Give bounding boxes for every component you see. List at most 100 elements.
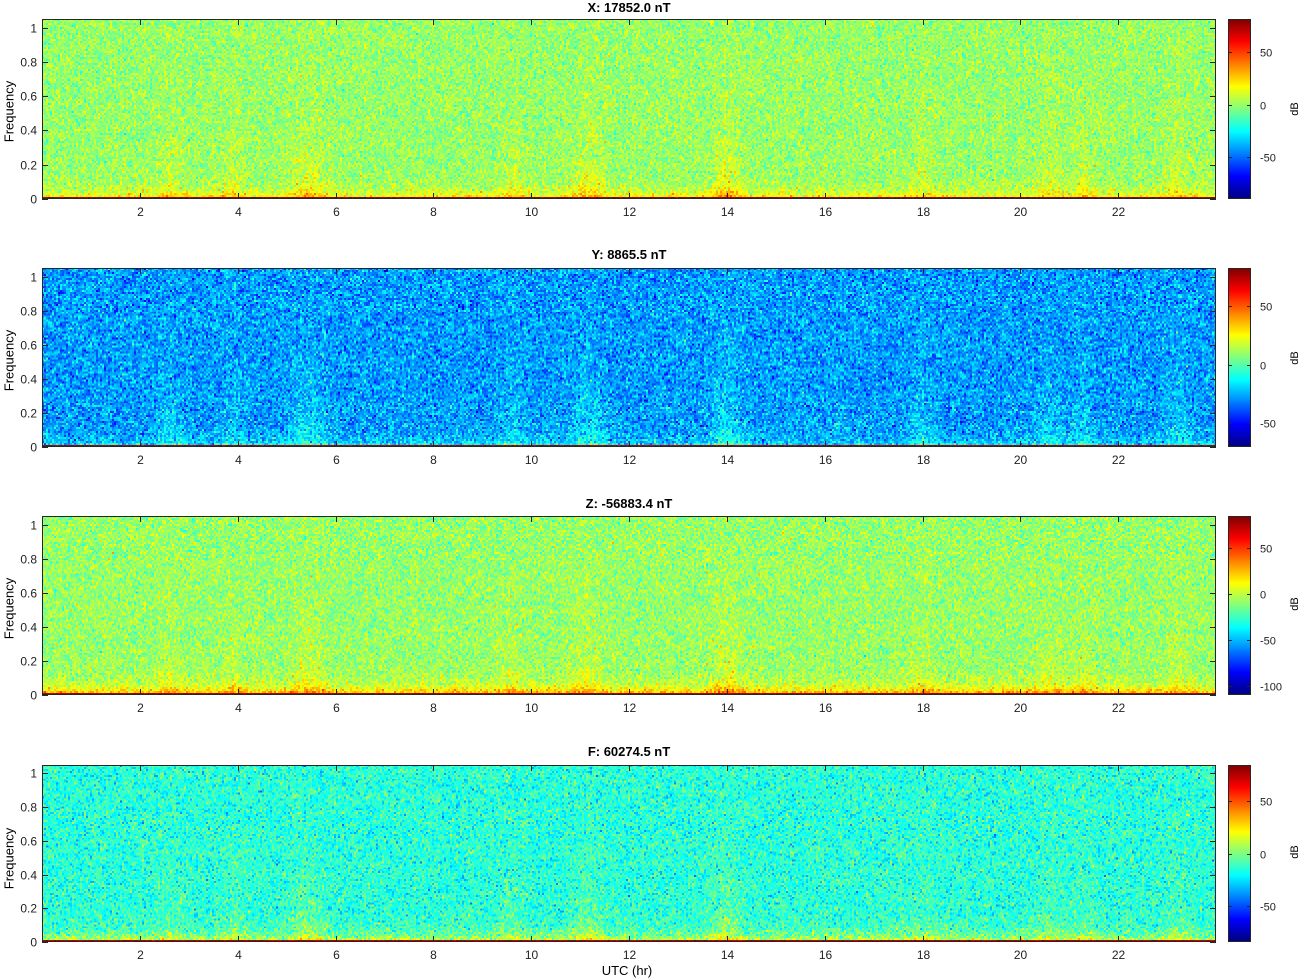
x-tick-label: 22	[1112, 453, 1126, 467]
x-tick-label: 14	[721, 205, 735, 219]
x-tick-label: 18	[917, 453, 931, 467]
x-axis-label: UTC (hr)	[601, 963, 653, 978]
x-tick-label: 2	[137, 701, 144, 715]
x-tick-label: 10	[525, 701, 539, 715]
x-tick-label: 20	[1014, 701, 1028, 715]
x-tick-label: 4	[235, 701, 242, 715]
x-tick-label: 16	[819, 948, 833, 962]
y-tick-label: 0.6	[20, 835, 37, 849]
x-tick-label: 6	[333, 948, 340, 962]
y-tick-label: 1	[30, 767, 37, 781]
plot-frame	[42, 268, 1216, 447]
y-tick-label: 0.6	[20, 587, 37, 601]
y-tick-label: 0.6	[20, 90, 37, 104]
x-tick-label: 14	[721, 701, 735, 715]
x-tick-label: 6	[333, 701, 340, 715]
colorbar-frame	[1228, 268, 1251, 447]
colorbar	[1228, 516, 1251, 695]
y-tick-label: 1	[30, 519, 37, 533]
y-tick-label: 0.4	[20, 869, 37, 883]
y-tick-label: 0.8	[20, 56, 37, 70]
spectrogram-panel-z: Z: -56883.4 nT Frequency 2 4 6 8 10 12 14 16 18 2…	[0, 496, 1305, 737]
x-tick-label: 20	[1014, 205, 1028, 219]
x-tick-label: 4	[235, 205, 242, 219]
y-tick-label: 0	[30, 936, 37, 950]
x-tick-label: 18	[917, 701, 931, 715]
panel-title: Y: 8865.5 nT	[591, 247, 667, 262]
spectrogram-panel-y: Y: 8865.5 nT Frequency 2 4 6 8 10 12 14 16 18 20 2…	[0, 247, 1305, 488]
y-tick-label: 0	[30, 193, 37, 207]
x-tick-label: 20	[1014, 453, 1028, 467]
spectrogram-heatmap	[42, 765, 1216, 942]
y-tick-label: 0.8	[20, 553, 37, 567]
x-tick-label: 10	[525, 205, 539, 219]
y-tick-label: 0.4	[20, 621, 37, 635]
spectrogram-panel-x: X: 17852.0 nT Frequency 2 4 6 8 10 12 14 16 18 20…	[0, 0, 1305, 240]
x-tick-label: 12	[623, 205, 637, 219]
spectrogram-heatmap	[42, 268, 1216, 447]
x-tick-label: 14	[721, 948, 735, 962]
x-tick-label: 8	[430, 948, 437, 962]
plot-frame	[42, 19, 1216, 199]
plot-frame	[42, 516, 1216, 695]
colorbar-label: dB	[1289, 845, 1301, 859]
x-tick-label: 20	[1014, 948, 1028, 962]
x-tick-label: 8	[430, 701, 437, 715]
x-tick-label: 2	[137, 948, 144, 962]
panel-title: Z: -56883.4 nT	[585, 496, 673, 511]
x-tick-label: 2	[137, 453, 144, 467]
colorbar-tick-label: -50	[1260, 902, 1276, 914]
colorbar-tick-label: 0	[1260, 361, 1266, 373]
y-tick-label: 0.2	[20, 655, 37, 669]
x-tick-label: 8	[430, 453, 437, 467]
colorbar-label: dB	[1289, 351, 1301, 365]
colorbar-frame	[1228, 765, 1251, 942]
x-tick-label: 4	[235, 948, 242, 962]
y-tick-label: 0.6	[20, 339, 37, 353]
x-tick-label: 10	[525, 948, 539, 962]
y-tick-label: 0.2	[20, 902, 37, 916]
colorbar-tick-label: -100	[1260, 682, 1282, 694]
x-tick-label: 16	[819, 453, 833, 467]
panel-title: X: 17852.0 nT	[587, 0, 671, 15]
x-tick-label: 6	[333, 205, 340, 219]
colorbar-tick-label: -50	[1260, 153, 1276, 165]
x-tick-label: 14	[721, 453, 735, 467]
spectrogram-heatmap	[42, 516, 1216, 695]
colorbar-tick-label: 0	[1260, 850, 1266, 862]
x-tick-label: 12	[623, 948, 637, 962]
x-tick-label: 18	[917, 205, 931, 219]
spectrogram-panel-f: F: 60274.5 nT Frequency 2 4 6 8 10 12 14 16 18 20…	[0, 744, 1305, 980]
axes-overlay: 2 4 6 8 10 12 14 16 18 20 22 0 0.2 0.4 0.6 0.8 1 -50 0 50	[20, 268, 1276, 467]
axes-overlay: 2 4 6 8 10 12 14 16 18 20 22 0 0.2 0.4 0.6 0.8 1 -50 0 50	[20, 19, 1276, 219]
x-tick-label: 16	[819, 205, 833, 219]
colorbar-tick-label: 0	[1260, 101, 1266, 113]
x-tick-label: 22	[1112, 701, 1126, 715]
y-tick-label: 1	[30, 22, 37, 36]
colorbar	[1228, 765, 1251, 942]
colorbar-tick-label: 50	[1260, 544, 1272, 556]
x-tick-label: 6	[333, 453, 340, 467]
x-tick-label: 16	[819, 701, 833, 715]
spectrogram-heatmap	[42, 19, 1216, 199]
colorbar-tick-label: 50	[1260, 48, 1272, 60]
y-tick-label: 0	[30, 689, 37, 703]
colorbar-tick-label: 0	[1260, 590, 1266, 602]
x-tick-label: 18	[917, 948, 931, 962]
x-tick-label: 12	[623, 453, 637, 467]
axes-overlay: 2 4 6 8 10 12 14 16 18 20 22 0 0.2 0.4 0.6 0.8 1 -100 -50 0…	[20, 516, 1282, 715]
axes-overlay: 2 4 6 8 10 12 14 16 18 20 22 0 0.2 0.4 0.6 0.8 1 -50 0 50	[20, 765, 1276, 962]
colorbar-frame	[1228, 516, 1251, 695]
y-tick-label: 0.4	[20, 124, 37, 138]
colorbar-tick-label: -50	[1260, 419, 1276, 431]
x-tick-label: 8	[430, 205, 437, 219]
colorbar-tick-label: 50	[1260, 797, 1272, 809]
colorbar-label: dB	[1289, 597, 1301, 611]
y-tick-label: 0.8	[20, 305, 37, 319]
y-tick-label: 0.4	[20, 373, 37, 387]
colorbar-label: dB	[1289, 102, 1301, 116]
plot-frame	[42, 765, 1216, 942]
x-tick-label: 12	[623, 701, 637, 715]
x-tick-label: 22	[1112, 205, 1126, 219]
